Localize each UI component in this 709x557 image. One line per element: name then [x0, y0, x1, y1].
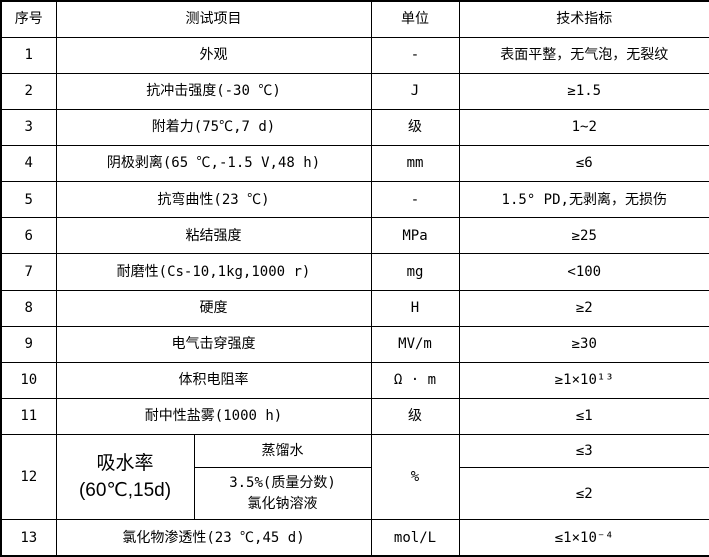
table-row: 11 耐中性盐雾(1000 h) 级 ≤1: [0, 397, 709, 436]
cell-unit: mol/L: [370, 519, 460, 557]
cell-unit: Ω · m: [370, 361, 460, 399]
cell-unit: mm: [370, 144, 460, 183]
cell-spec: 1.5° PD,无剥离，无损伤: [458, 181, 709, 219]
cell-item: 耐磨性(Cs-10,1kg,1000 r): [55, 253, 372, 291]
cell-item: 电气击穿强度: [55, 325, 372, 363]
cell-spec: ≤2: [458, 467, 709, 521]
table-row: 9 电气击穿强度 MV/m ≥30: [0, 325, 709, 363]
table-row: 4 阴极剥离(65 ℃,-1.5 V,48 h) mm ≤6: [0, 144, 709, 183]
cell-no: 8: [0, 289, 57, 327]
cell-spec: ≥25: [458, 217, 709, 255]
cell-unit: 级: [370, 397, 460, 436]
table-row: 7 耐磨性(Cs-10,1kg,1000 r) mg <100: [0, 253, 709, 291]
cell-item-absorption: 吸水率 (60℃,15d): [55, 433, 195, 521]
table-row: 1 外观 - 表面平整，无气泡，无裂纹: [0, 36, 709, 74]
cell-no: 12: [0, 433, 57, 521]
cell-no: 13: [0, 519, 57, 557]
cell-no: 10: [0, 361, 57, 399]
cell-unit: %: [370, 433, 460, 521]
cell-no: 5: [0, 181, 57, 219]
cell-spec: 表面平整，无气泡，无裂纹: [458, 36, 709, 74]
cell-no: 4: [0, 144, 57, 183]
table-row-12b: 3.5%(质量分数) 氯化钠溶液 ≤2: [1, 467, 709, 521]
table-header-row: 序号 测试项目 单位 技术指标: [0, 0, 709, 38]
cell-spec: ≥1×10¹³: [458, 361, 709, 399]
cell-item: 氯化物渗透性(23 ℃,45 d): [55, 519, 372, 557]
cell-spec: ≥2: [458, 289, 709, 327]
cell-no: 2: [0, 72, 57, 110]
cell-spec: <100: [458, 253, 709, 291]
cell-item: 附着力(75℃,7 d): [55, 108, 372, 147]
table-row: 2 抗冲击强度(-30 ℃) J ≥1.5: [0, 72, 709, 110]
cell-unit: -: [370, 181, 460, 219]
cell-item: 抗弯曲性(23 ℃): [55, 181, 372, 219]
cell-item: 抗冲击强度(-30 ℃): [55, 72, 372, 110]
header-no: 序号: [0, 0, 57, 38]
cell-no: 11: [0, 397, 57, 436]
table-row: 3 附着力(75℃,7 d) 级 1~2: [0, 108, 709, 147]
header-item: 测试项目: [55, 0, 372, 38]
cell-no: 3: [0, 108, 57, 147]
cell-medium: 3.5%(质量分数) 氯化钠溶液: [193, 467, 372, 521]
cell-unit: mg: [370, 253, 460, 291]
cell-item: 体积电阻率: [55, 361, 372, 399]
cell-unit: J: [370, 72, 460, 110]
cell-spec: ≤6: [458, 144, 709, 183]
cell-item: 外观: [55, 36, 372, 74]
cell-spec: ≤1: [458, 397, 709, 436]
table-row-12a: 12 吸水率 (60℃,15d) 蒸馏水 % ≤3: [0, 433, 709, 521]
cell-item: 阴极剥离(65 ℃,-1.5 V,48 h): [55, 144, 372, 183]
cell-spec: 1~2: [458, 108, 709, 147]
table-row: 6 粘结强度 MPa ≥25: [0, 217, 709, 255]
cell-item: 粘结强度: [55, 217, 372, 255]
table-row: 5 抗弯曲性(23 ℃) - 1.5° PD,无剥离，无损伤: [0, 181, 709, 219]
cell-unit: H: [370, 289, 460, 327]
cell-spec: ≤3: [458, 433, 709, 469]
cell-no: 7: [0, 253, 57, 291]
cell-no: 9: [0, 325, 57, 363]
cell-unit: MV/m: [370, 325, 460, 363]
cell-spec: ≤1×10⁻⁴: [458, 519, 709, 557]
cell-unit: MPa: [370, 217, 460, 255]
cell-unit: 级: [370, 108, 460, 147]
cell-item: 硬度: [55, 289, 372, 327]
cell-spec: ≥30: [458, 325, 709, 363]
header-unit: 单位: [370, 0, 460, 38]
cell-unit: -: [370, 36, 460, 74]
table-row: 13 氯化物渗透性(23 ℃,45 d) mol/L ≤1×10⁻⁴: [0, 519, 709, 557]
cell-no: 6: [0, 217, 57, 255]
cell-no: 1: [0, 36, 57, 74]
table-row: 8 硬度 H ≥2: [0, 289, 709, 327]
table-row: 10 体积电阻率 Ω · m ≥1×10¹³: [0, 361, 709, 399]
header-spec: 技术指标: [458, 0, 709, 38]
cell-spec: ≥1.5: [458, 72, 709, 110]
cell-item: 耐中性盐雾(1000 h): [55, 397, 372, 436]
cell-medium: 蒸馏水: [193, 433, 372, 469]
